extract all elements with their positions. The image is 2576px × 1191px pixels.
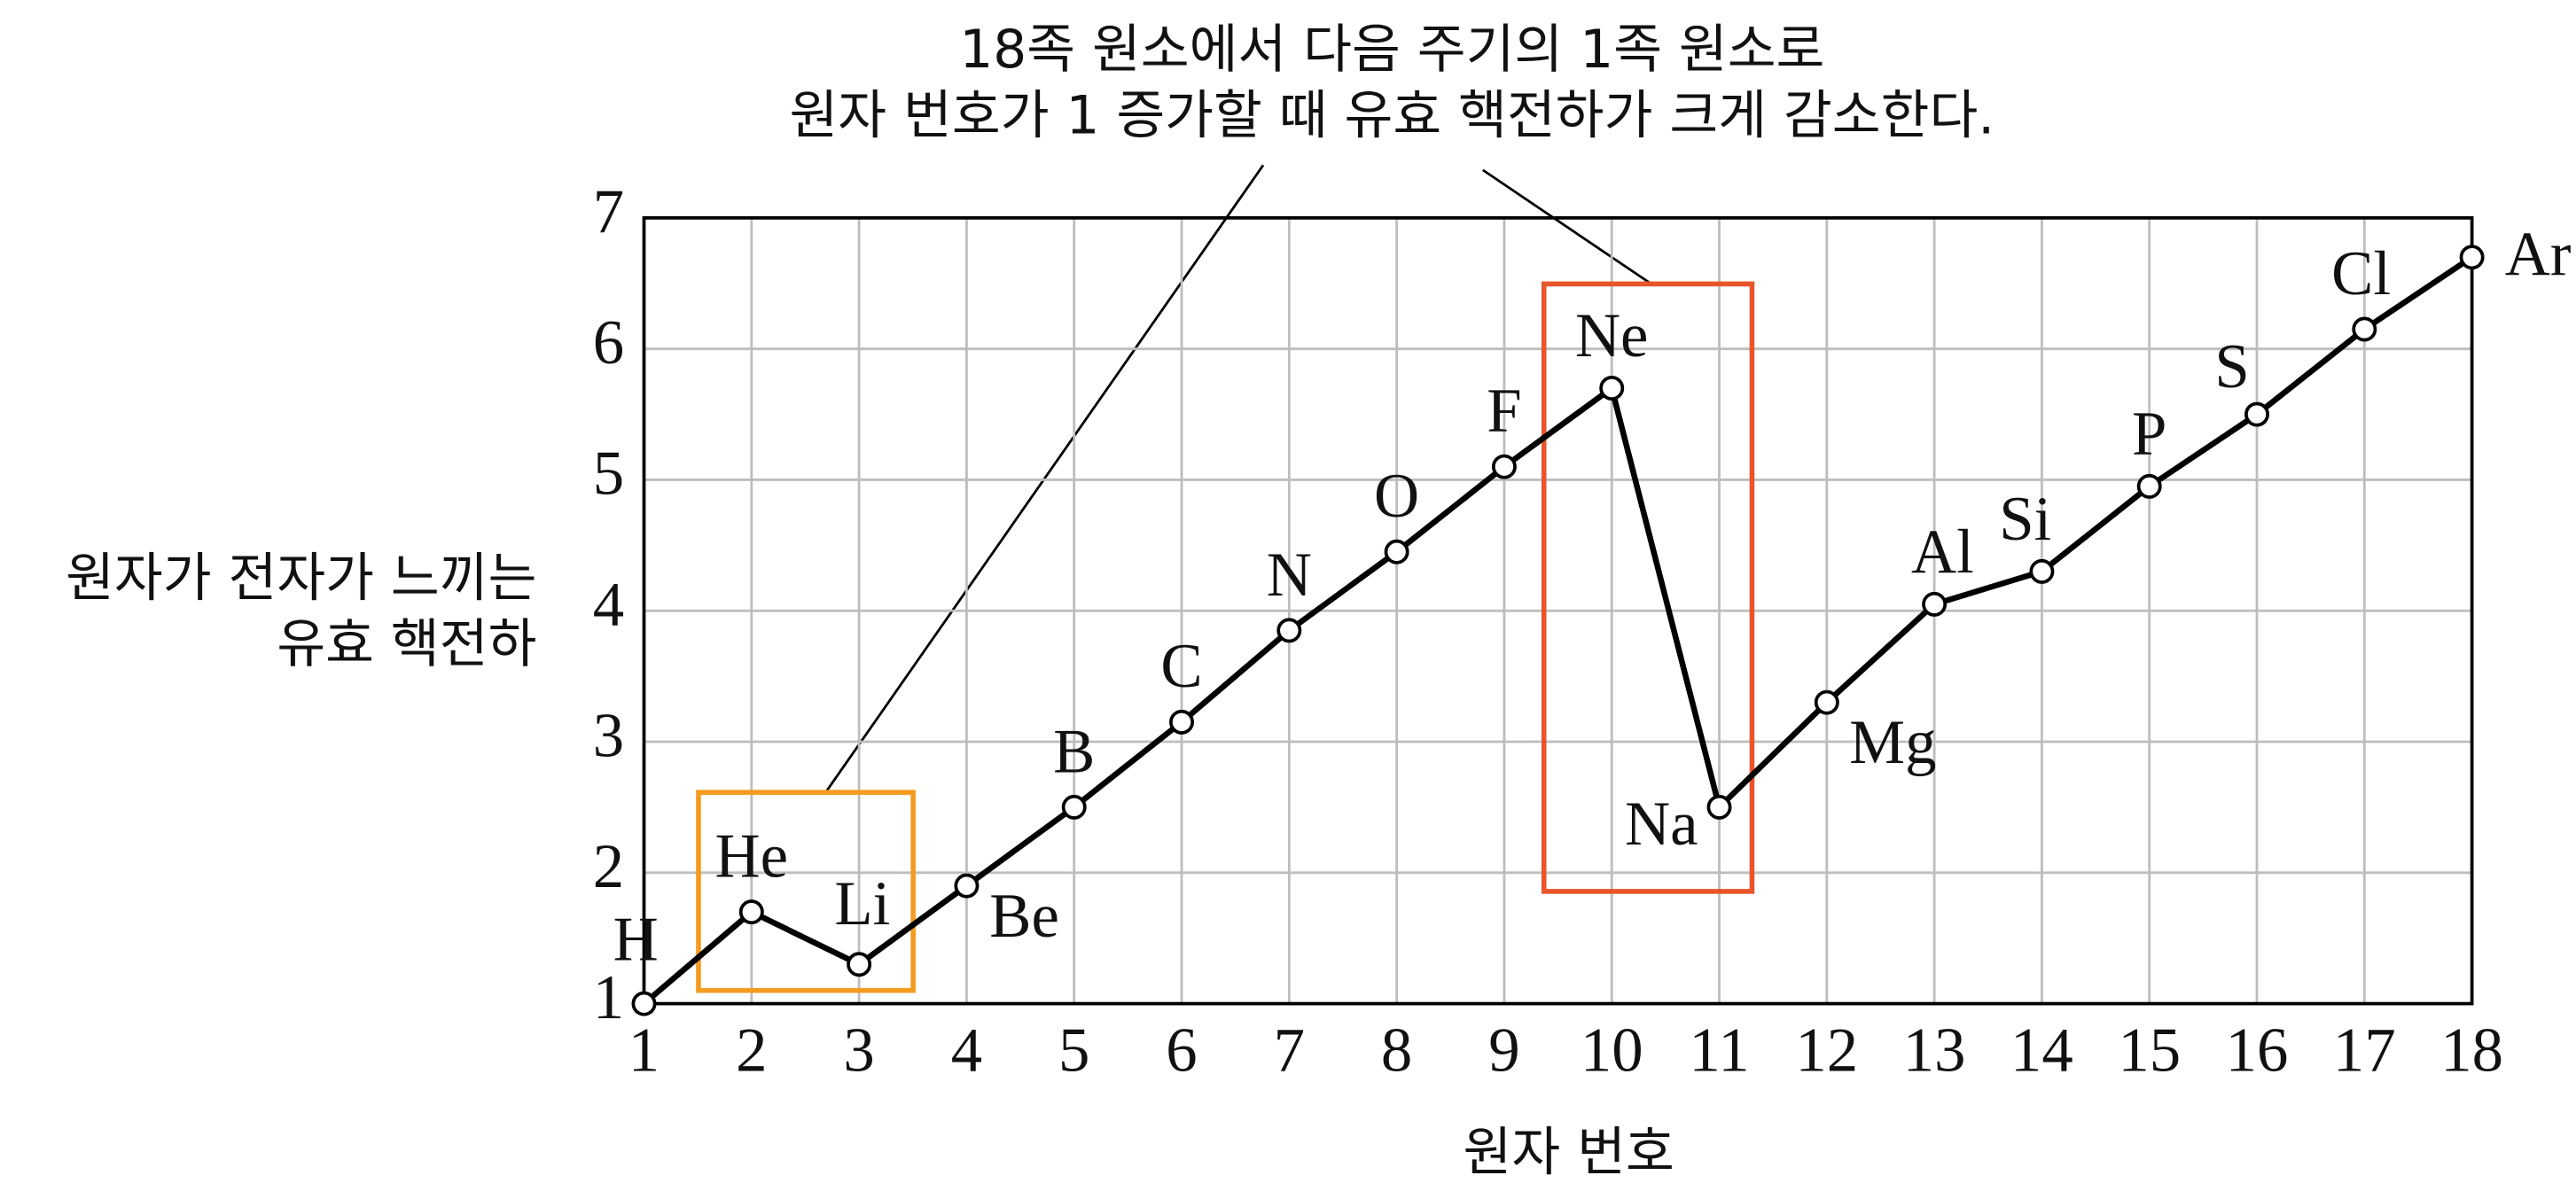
- data-point: [1706, 794, 1732, 820]
- point-label: B: [1053, 717, 1095, 786]
- x-tick-label: 2: [736, 1016, 767, 1085]
- x-axis-label: 원자 번호: [1464, 1123, 1674, 1184]
- highlight-box: [696, 790, 916, 993]
- data-point: [2136, 473, 2162, 499]
- data-point: [2352, 316, 2377, 342]
- x-tick-label: 3: [843, 1016, 874, 1085]
- x-tick-label: 8: [1381, 1016, 1412, 1085]
- point-label: Be: [989, 882, 1059, 951]
- y-tick-label: 7: [593, 177, 624, 246]
- point-label: H: [613, 906, 659, 975]
- y-tick-label: 3: [593, 701, 624, 770]
- x-tick-label: 9: [1488, 1016, 1519, 1085]
- y-axis-label: 원자가 전자가 느끼는: [66, 548, 536, 609]
- data-line: [642, 254, 2474, 1007]
- data-point: [1061, 794, 1087, 820]
- data-point: [954, 873, 980, 899]
- data-point: [1599, 376, 1625, 401]
- grid: [643, 216, 2474, 1005]
- point-label: Si: [1999, 485, 2051, 554]
- point-label: N: [1267, 541, 1312, 610]
- data-point: [847, 952, 872, 977]
- x-tick-label: 11: [1689, 1016, 1749, 1085]
- annotation: 원자 번호가 1 증가할 때 유효 핵전하가 크게 감소한다.: [789, 86, 1994, 147]
- y-tick-label: 2: [593, 832, 624, 901]
- point-label: Al: [1911, 518, 1974, 587]
- y-tick-label: 1: [593, 963, 624, 1032]
- data-point: [1814, 689, 1839, 715]
- annotation: 18족 원소에서 다음 주기의 1족 원소로: [959, 19, 1824, 81]
- point-label: O: [1374, 462, 1419, 531]
- point-label: Mg: [1849, 708, 1936, 777]
- y-tick-label: 6: [593, 308, 624, 378]
- point-label: Cl: [2331, 239, 2391, 308]
- data-point: [631, 991, 657, 1016]
- highlight-box: [1541, 281, 1755, 894]
- x-tick-label: 10: [1581, 1016, 1643, 1085]
- point-label: Ne: [1575, 301, 1649, 370]
- point-label: P: [2132, 400, 2166, 469]
- x-tick-label: 14: [2010, 1016, 2073, 1085]
- point-label: Li: [834, 869, 890, 938]
- x-tick-label: 16: [2226, 1016, 2289, 1085]
- point-label: Ar: [2505, 220, 2572, 289]
- data-point: [738, 899, 764, 925]
- x-tick-label: 15: [2118, 1016, 2181, 1085]
- callout-line: [1482, 168, 1652, 285]
- point-label: He: [715, 821, 789, 891]
- data-point: [2029, 558, 2055, 584]
- data-point: [1276, 618, 1302, 643]
- x-tick-label: 5: [1058, 1016, 1089, 1085]
- x-tick-label: 13: [1903, 1016, 1966, 1085]
- point-label: Na: [1625, 790, 1698, 859]
- point-label: C: [1160, 632, 1202, 701]
- x-tick-label: 1: [628, 1016, 660, 1085]
- data-point: [2244, 401, 2269, 427]
- y-axis-label: 유효 핵전하: [277, 614, 536, 675]
- x-tick-label: 18: [2440, 1016, 2503, 1085]
- point-label: S: [2214, 332, 2249, 401]
- point-label: F: [1487, 377, 1521, 446]
- x-tick-label: 4: [951, 1016, 982, 1085]
- x-tick-label: 6: [1166, 1016, 1197, 1085]
- x-tick-label: 7: [1274, 1016, 1305, 1085]
- plot-frame: [642, 216, 2474, 1006]
- x-tick-label: 17: [2333, 1016, 2396, 1085]
- data-point: [2459, 245, 2485, 270]
- data-point: [1384, 539, 1409, 564]
- data-point: [1169, 709, 1194, 735]
- y-tick-label: 4: [593, 570, 624, 639]
- x-tick-label: 12: [1795, 1016, 1858, 1085]
- data-point: [1922, 591, 1948, 617]
- y-tick-label: 5: [593, 440, 624, 509]
- data-point: [1491, 454, 1517, 479]
